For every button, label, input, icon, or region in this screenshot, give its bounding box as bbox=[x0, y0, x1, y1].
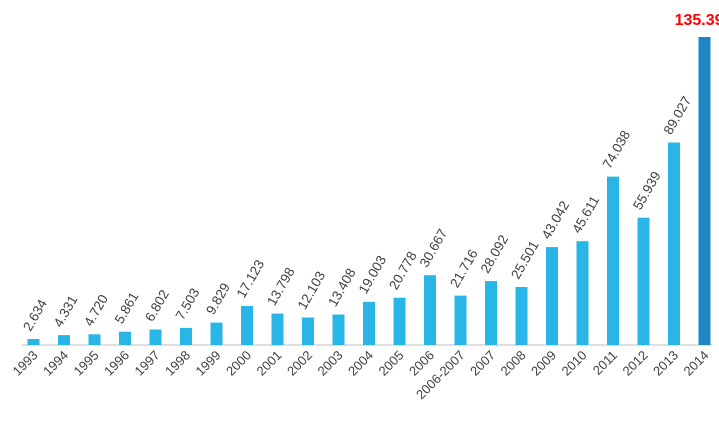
x-tick-label-2010: 2010 bbox=[559, 348, 590, 379]
value-label-2006: 30.667 bbox=[417, 226, 451, 269]
bar-1998 bbox=[180, 327, 192, 345]
bar-2002 bbox=[302, 317, 314, 345]
value-label-1997: 6.802 bbox=[142, 287, 172, 324]
x-tick-label-2009: 2009 bbox=[528, 348, 559, 379]
x-tick-label-1994: 1994 bbox=[40, 348, 71, 379]
x-tick-label-2007: 2007 bbox=[467, 348, 498, 379]
bar-2001 bbox=[271, 313, 284, 345]
bar-2003 bbox=[332, 314, 345, 345]
bar-2000 bbox=[241, 306, 253, 345]
bar-1993 bbox=[27, 339, 40, 345]
bars-group bbox=[27, 37, 711, 345]
value-label-2014: 135.394 bbox=[675, 12, 719, 29]
x-tick-label-1998: 1998 bbox=[162, 348, 193, 379]
bar-2009 bbox=[546, 247, 558, 345]
x-tick-label-2013: 2013 bbox=[650, 348, 681, 379]
value-label-1993: 2.634 bbox=[20, 296, 50, 333]
value-label-2000: 17.123 bbox=[234, 257, 268, 300]
x-tick-label-1997: 1997 bbox=[132, 348, 163, 379]
bar-2011 bbox=[607, 176, 619, 345]
value-label-1996: 5.861 bbox=[112, 289, 142, 326]
x-tick-label-2003: 2003 bbox=[315, 348, 346, 379]
value-label-2007: 28.092 bbox=[478, 232, 512, 275]
value-label-2009: 43.042 bbox=[539, 198, 573, 241]
bar-2012 bbox=[637, 217, 650, 345]
bar-1995 bbox=[88, 334, 101, 345]
value-label-2001: 13.798 bbox=[264, 265, 298, 308]
x-tick-label-2002: 2002 bbox=[284, 348, 315, 379]
value-label-1998: 7.503 bbox=[173, 286, 203, 323]
value-label-2008: 25.501 bbox=[508, 238, 542, 281]
bar-2006 bbox=[424, 275, 436, 345]
x-tick-label-2001: 2001 bbox=[254, 348, 285, 379]
x-tick-label-2012: 2012 bbox=[620, 348, 651, 379]
bar-2007 bbox=[485, 281, 497, 345]
x-tick-label-1995: 1995 bbox=[71, 348, 102, 379]
tick-labels-group: 1993 1994 1995 1996 1997 1998 1999 2000 2001 2002… bbox=[10, 348, 712, 403]
value-label-2006-2007: 21.716 bbox=[447, 247, 481, 290]
x-tick-label-2014: 2014 bbox=[681, 348, 712, 379]
bar-2013 bbox=[668, 142, 680, 345]
x-tick-label-2008: 2008 bbox=[498, 348, 529, 379]
x-tick-label-1999: 1999 bbox=[193, 348, 224, 379]
x-tick-label-2011: 2011 bbox=[590, 348, 620, 378]
x-tick-label-2005: 2005 bbox=[376, 348, 407, 379]
value-label-2005: 20.778 bbox=[386, 249, 420, 292]
bar-2008 bbox=[515, 287, 528, 345]
bar-1999 bbox=[210, 322, 223, 345]
bar-1994 bbox=[58, 335, 70, 345]
x-tick-label-1996: 1996 bbox=[101, 348, 132, 379]
bar-1996 bbox=[119, 331, 131, 345]
bar-2004 bbox=[363, 301, 375, 345]
value-label-1999: 9.829 bbox=[203, 280, 233, 317]
bar-2014 bbox=[698, 37, 711, 345]
value-label-1994: 4.331 bbox=[51, 293, 81, 330]
x-tick-label-2004: 2004 bbox=[345, 348, 376, 379]
value-label-2010: 45.611 bbox=[569, 193, 602, 235]
value-label-2003: 13.408 bbox=[325, 266, 359, 309]
value-label-1995: 4.720 bbox=[81, 292, 111, 329]
x-tick-label-1993: 1993 bbox=[10, 348, 41, 379]
x-tick-label-2000: 2000 bbox=[223, 348, 254, 379]
bar-2006-2007 bbox=[454, 295, 467, 345]
value-label-2004: 19.003 bbox=[356, 253, 390, 296]
bar-2005 bbox=[393, 297, 406, 345]
bar-1997 bbox=[149, 329, 162, 345]
value-label-2011: 74.038 bbox=[600, 128, 634, 171]
value-label-2013: 89.027 bbox=[661, 94, 695, 137]
bar-2010 bbox=[576, 241, 589, 345]
value-label-2012: 55.939 bbox=[630, 169, 664, 212]
value-label-2002: 12.103 bbox=[295, 269, 329, 312]
